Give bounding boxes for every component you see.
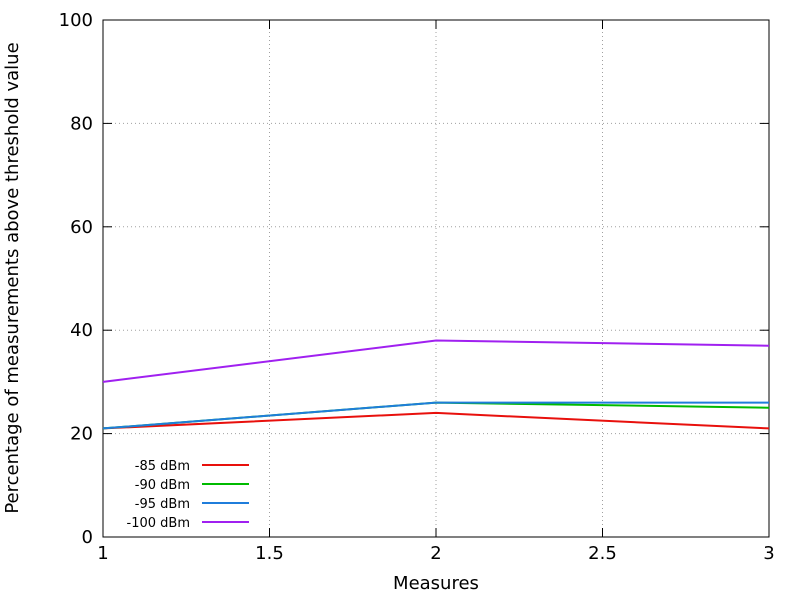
- legend: -85 dBm -90 dBm -95 dBm -100 dBm: [127, 459, 249, 531]
- legend-label: -95 dBm: [135, 497, 190, 512]
- y-tick-label: 40: [70, 320, 93, 341]
- series-line-3: [102, 401, 769, 430]
- y-tick-label: 80: [70, 113, 93, 134]
- series-lines: [102, 339, 770, 430]
- legend-label: -90 dBm: [135, 478, 190, 493]
- legend-label: -100 dBm: [127, 516, 190, 531]
- y-tick-label: 0: [82, 527, 93, 548]
- grid-lines: [103, 20, 769, 537]
- axis-ticks: 1 1.5 2 2.5 3 0 20 40 60 80 100: [59, 10, 775, 564]
- x-tick-label: 2.5: [588, 543, 617, 564]
- x-axis-title: Measures: [393, 573, 479, 594]
- y-axis-title: Percentage of measurements above thresho…: [2, 42, 23, 513]
- plot-frame: [102, 19, 770, 538]
- y-tick-label: 60: [70, 217, 93, 238]
- legend-label: -85 dBm: [135, 459, 190, 474]
- x-tick-label: 2: [430, 543, 441, 564]
- series-line-4: [102, 339, 770, 383]
- y-tick-label: 100: [59, 10, 93, 31]
- y-tick-label: 20: [70, 424, 93, 445]
- x-tick-label: 1: [97, 543, 108, 564]
- series-line-1: [102, 411, 770, 430]
- x-tick-label: 3: [763, 543, 774, 564]
- x-tick-label: 1.5: [255, 543, 284, 564]
